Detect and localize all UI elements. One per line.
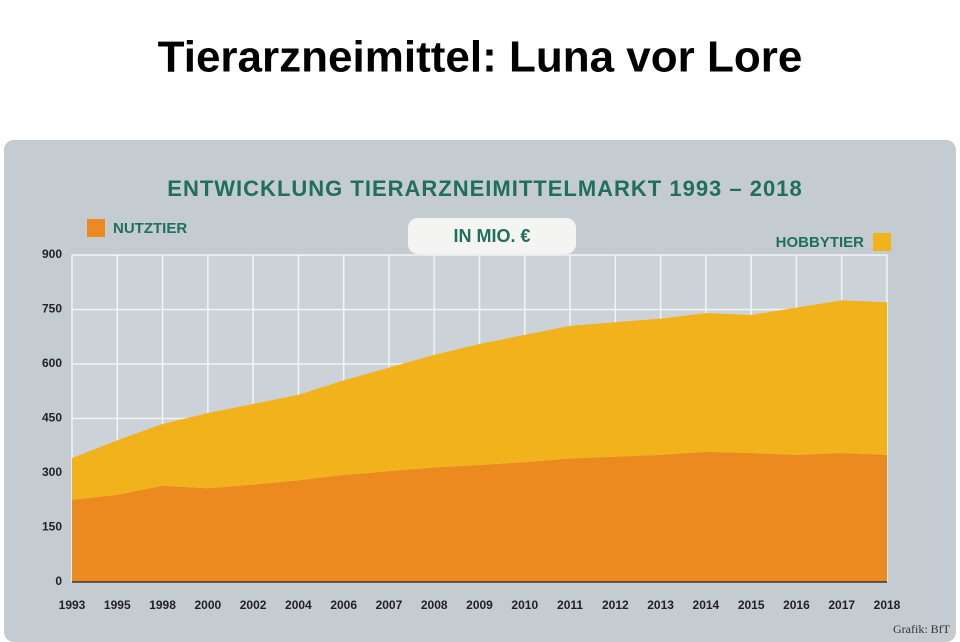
x-tick-label: 2014 (693, 598, 720, 612)
y-tick-label: 750 (42, 302, 62, 316)
y-tick-label: 150 (42, 520, 62, 534)
x-tick-label: 2002 (240, 598, 267, 612)
legend-label: HOBBYTIER (776, 234, 865, 251)
x-tick-label: 2009 (466, 598, 493, 612)
legend-swatch (873, 233, 891, 251)
area (72, 451, 887, 582)
x-tick-label: 2000 (194, 598, 221, 612)
chart-subtitle: IN MIO. € (453, 226, 530, 246)
x-tick-label: 2010 (511, 598, 538, 612)
legend-swatch (87, 219, 105, 237)
x-tick-label: 2013 (647, 598, 674, 612)
unit-box (408, 218, 576, 254)
x-tick-label: 2011 (557, 598, 583, 612)
headline: Tierarzneimittel: Luna vor Lore (158, 33, 803, 82)
x-tick-label: 2018 (874, 598, 901, 612)
x-tick-label: 1995 (104, 598, 131, 612)
legend-label: NUTZTIER (113, 220, 187, 237)
x-tick-label: 2012 (602, 598, 629, 612)
x-tick-label: 1998 (149, 598, 176, 612)
x-tick-label: 2006 (330, 598, 357, 612)
chart-title: ENTWICKLUNG TIERARZNEIMITTELMARKT 1993 –… (167, 176, 802, 201)
y-tick-label: 0 (55, 574, 62, 588)
y-tick-label: 900 (42, 247, 62, 261)
x-tick-label: 2004 (285, 598, 312, 612)
y-tick-label: 300 (42, 465, 62, 479)
source: Grafik: BfT (893, 622, 951, 636)
area (72, 300, 887, 500)
x-tick-label: 2007 (376, 598, 403, 612)
y-tick-label: 600 (42, 356, 62, 370)
x-tick-label: 1993 (59, 598, 86, 612)
x-tick-label: 2017 (828, 598, 855, 612)
x-tick-label: 2008 (421, 598, 448, 612)
x-tick-label: 2015 (738, 598, 765, 612)
y-tick-label: 450 (42, 411, 62, 425)
x-tick-label: 2016 (783, 598, 810, 612)
